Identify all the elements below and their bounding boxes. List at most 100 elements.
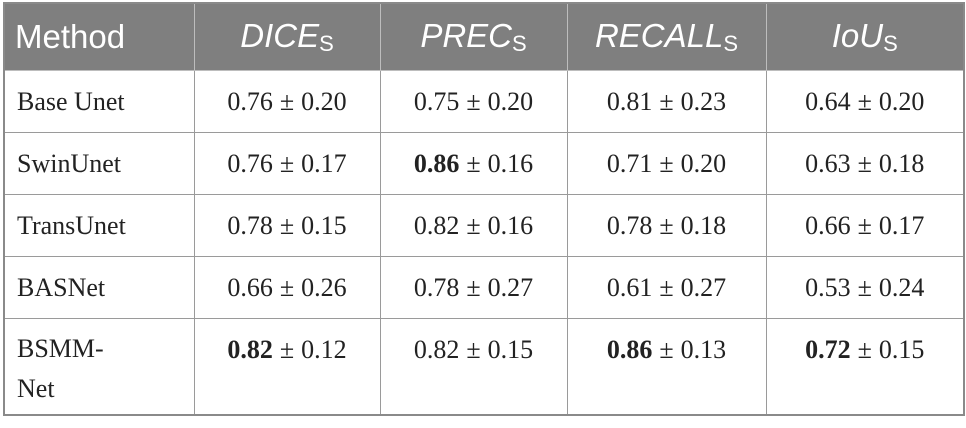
sd-value: 0.15 bbox=[301, 211, 347, 240]
value-cell: 0.86 ±0.13 bbox=[566, 318, 767, 415]
plus-minus: ± bbox=[279, 87, 295, 116]
plus-minus: ± bbox=[466, 273, 481, 302]
plus-minus: ± bbox=[857, 273, 872, 302]
sd-value: 0.15 bbox=[878, 335, 925, 364]
value-cell: 0.64 ±0.20 bbox=[765, 70, 965, 133]
plus-minus: ± bbox=[279, 335, 295, 364]
header-text: IoU bbox=[831, 17, 884, 54]
mean-value: 0.86 bbox=[606, 335, 653, 364]
mean-value: 0.72 bbox=[805, 335, 851, 364]
header-subscript: S bbox=[883, 31, 898, 56]
mean-value: 0.63 bbox=[805, 149, 851, 178]
plus-minus: ± bbox=[857, 149, 872, 178]
header-text: PREC bbox=[420, 17, 512, 54]
mean-value: 0.78 bbox=[413, 273, 460, 302]
sd-value: 0.12 bbox=[301, 335, 347, 364]
value-cell: 0.63 ±0.18 bbox=[765, 132, 965, 195]
value-cell: 0.75 ±0.20 bbox=[379, 70, 568, 133]
table-row: SwinUnet 0.76 ±0.17 0.86 ±0.16 0.71 ±0.20 0.63 ±… bbox=[3, 132, 965, 195]
plus-minus: ± bbox=[466, 87, 481, 116]
mean-value: 0.64 bbox=[805, 87, 851, 116]
sd-value: 0.20 bbox=[487, 87, 534, 116]
table-row: TransUnet 0.78 ±0.15 0.82 ±0.16 0.78 ±0.18 0.66… bbox=[3, 194, 965, 257]
plus-minus: ± bbox=[279, 211, 295, 240]
table-row: Base Unet 0.76 ±0.20 0.75 ±0.20 0.81 ±0.23 0.64… bbox=[3, 70, 965, 133]
value-cell: 0.82 ±0.16 bbox=[379, 194, 568, 257]
plus-minus: ± bbox=[659, 335, 674, 364]
method-cell: Base Unet bbox=[3, 70, 195, 133]
sd-value: 0.16 bbox=[487, 211, 534, 240]
mean-value: 0.78 bbox=[227, 211, 273, 240]
sd-value: 0.20 bbox=[680, 149, 727, 178]
plus-minus: ± bbox=[857, 335, 872, 364]
value-cell: 0.76 ±0.20 bbox=[193, 70, 381, 133]
header-text: DICE bbox=[240, 17, 320, 54]
header-subscript: S bbox=[512, 31, 527, 56]
plus-minus: ± bbox=[857, 211, 872, 240]
mean-value: 0.75 bbox=[413, 87, 460, 116]
plus-minus: ± bbox=[279, 273, 295, 302]
header-row: Method DICES PRECS RECALLS IoUS bbox=[3, 2, 965, 71]
header-cell: IoUS bbox=[765, 2, 965, 71]
mean-value: 0.53 bbox=[805, 273, 851, 302]
mean-value: 0.81 bbox=[606, 87, 653, 116]
sd-value: 0.26 bbox=[301, 273, 347, 302]
mean-value: 0.61 bbox=[606, 273, 653, 302]
sd-value: 0.17 bbox=[301, 149, 347, 178]
sd-value: 0.18 bbox=[878, 149, 925, 178]
value-cell: 0.61 ±0.27 bbox=[566, 256, 767, 319]
plus-minus: ± bbox=[659, 87, 674, 116]
header-subscript: S bbox=[723, 31, 739, 56]
sd-value: 0.17 bbox=[878, 211, 925, 240]
table-body: Base Unet 0.76 ±0.20 0.75 ±0.20 0.81 ±0.23 0.64… bbox=[3, 70, 965, 415]
table-row: BASNet 0.66 ±0.26 0.78 ±0.27 0.61 ±0.27 0.53 ±0.… bbox=[3, 256, 965, 319]
sd-value: 0.27 bbox=[680, 273, 727, 302]
method-cell: BSMM-Net bbox=[3, 318, 195, 415]
value-cell: 0.82 ±0.12 bbox=[193, 318, 381, 415]
method-cell: SwinUnet bbox=[3, 132, 195, 195]
header-text: RECALL bbox=[594, 17, 724, 54]
method-cell: BASNet bbox=[3, 256, 195, 319]
header-cell: Method bbox=[3, 2, 195, 71]
sd-value: 0.24 bbox=[878, 273, 925, 302]
mean-value: 0.76 bbox=[227, 87, 273, 116]
header-cell: PRECS bbox=[379, 2, 568, 71]
mean-value: 0.78 bbox=[606, 211, 653, 240]
value-cell: 0.78 ±0.15 bbox=[193, 194, 381, 257]
plus-minus: ± bbox=[659, 149, 674, 178]
method-cell: TransUnet bbox=[3, 194, 195, 257]
value-cell: 0.82 ±0.15 bbox=[379, 318, 568, 415]
sd-value: 0.27 bbox=[487, 273, 534, 302]
mean-value: 0.82 bbox=[413, 335, 460, 364]
sd-value: 0.23 bbox=[680, 87, 727, 116]
sd-value: 0.16 bbox=[487, 149, 534, 178]
mean-value: 0.82 bbox=[227, 335, 273, 364]
value-cell: 0.66 ±0.26 bbox=[193, 256, 381, 319]
value-cell: 0.78 ±0.18 bbox=[566, 194, 767, 257]
plus-minus: ± bbox=[466, 335, 481, 364]
value-cell: 0.76 ±0.17 bbox=[193, 132, 381, 195]
sd-value: 0.13 bbox=[680, 335, 727, 364]
value-cell: 0.53 ±0.24 bbox=[765, 256, 965, 319]
plus-minus: ± bbox=[466, 211, 481, 240]
sd-value: 0.15 bbox=[487, 335, 534, 364]
header-subscript: S bbox=[319, 31, 334, 56]
mean-value: 0.71 bbox=[606, 149, 653, 178]
results-table: Method DICES PRECS RECALLS IoUS Base Unet 0.7… bbox=[3, 2, 965, 416]
plus-minus: ± bbox=[279, 149, 295, 178]
sd-value: 0.20 bbox=[301, 87, 347, 116]
value-cell: 0.66 ±0.17 bbox=[765, 194, 965, 257]
plus-minus: ± bbox=[659, 273, 674, 302]
value-cell: 0.86 ±0.16 bbox=[379, 132, 568, 195]
header-cell: RECALLS bbox=[566, 2, 767, 71]
value-cell: 0.78 ±0.27 bbox=[379, 256, 568, 319]
table-row: BSMM-Net 0.82 ±0.12 0.82 ±0.15 0.86 ±0.13 0.72 ±… bbox=[3, 318, 965, 415]
sd-value: 0.20 bbox=[878, 87, 925, 116]
plus-minus: ± bbox=[466, 149, 481, 178]
value-cell: 0.71 ±0.20 bbox=[566, 132, 767, 195]
mean-value: 0.66 bbox=[805, 211, 851, 240]
mean-value: 0.66 bbox=[227, 273, 273, 302]
header-cell: DICES bbox=[193, 2, 381, 71]
plus-minus: ± bbox=[659, 211, 674, 240]
value-cell: 0.81 ±0.23 bbox=[566, 70, 767, 133]
